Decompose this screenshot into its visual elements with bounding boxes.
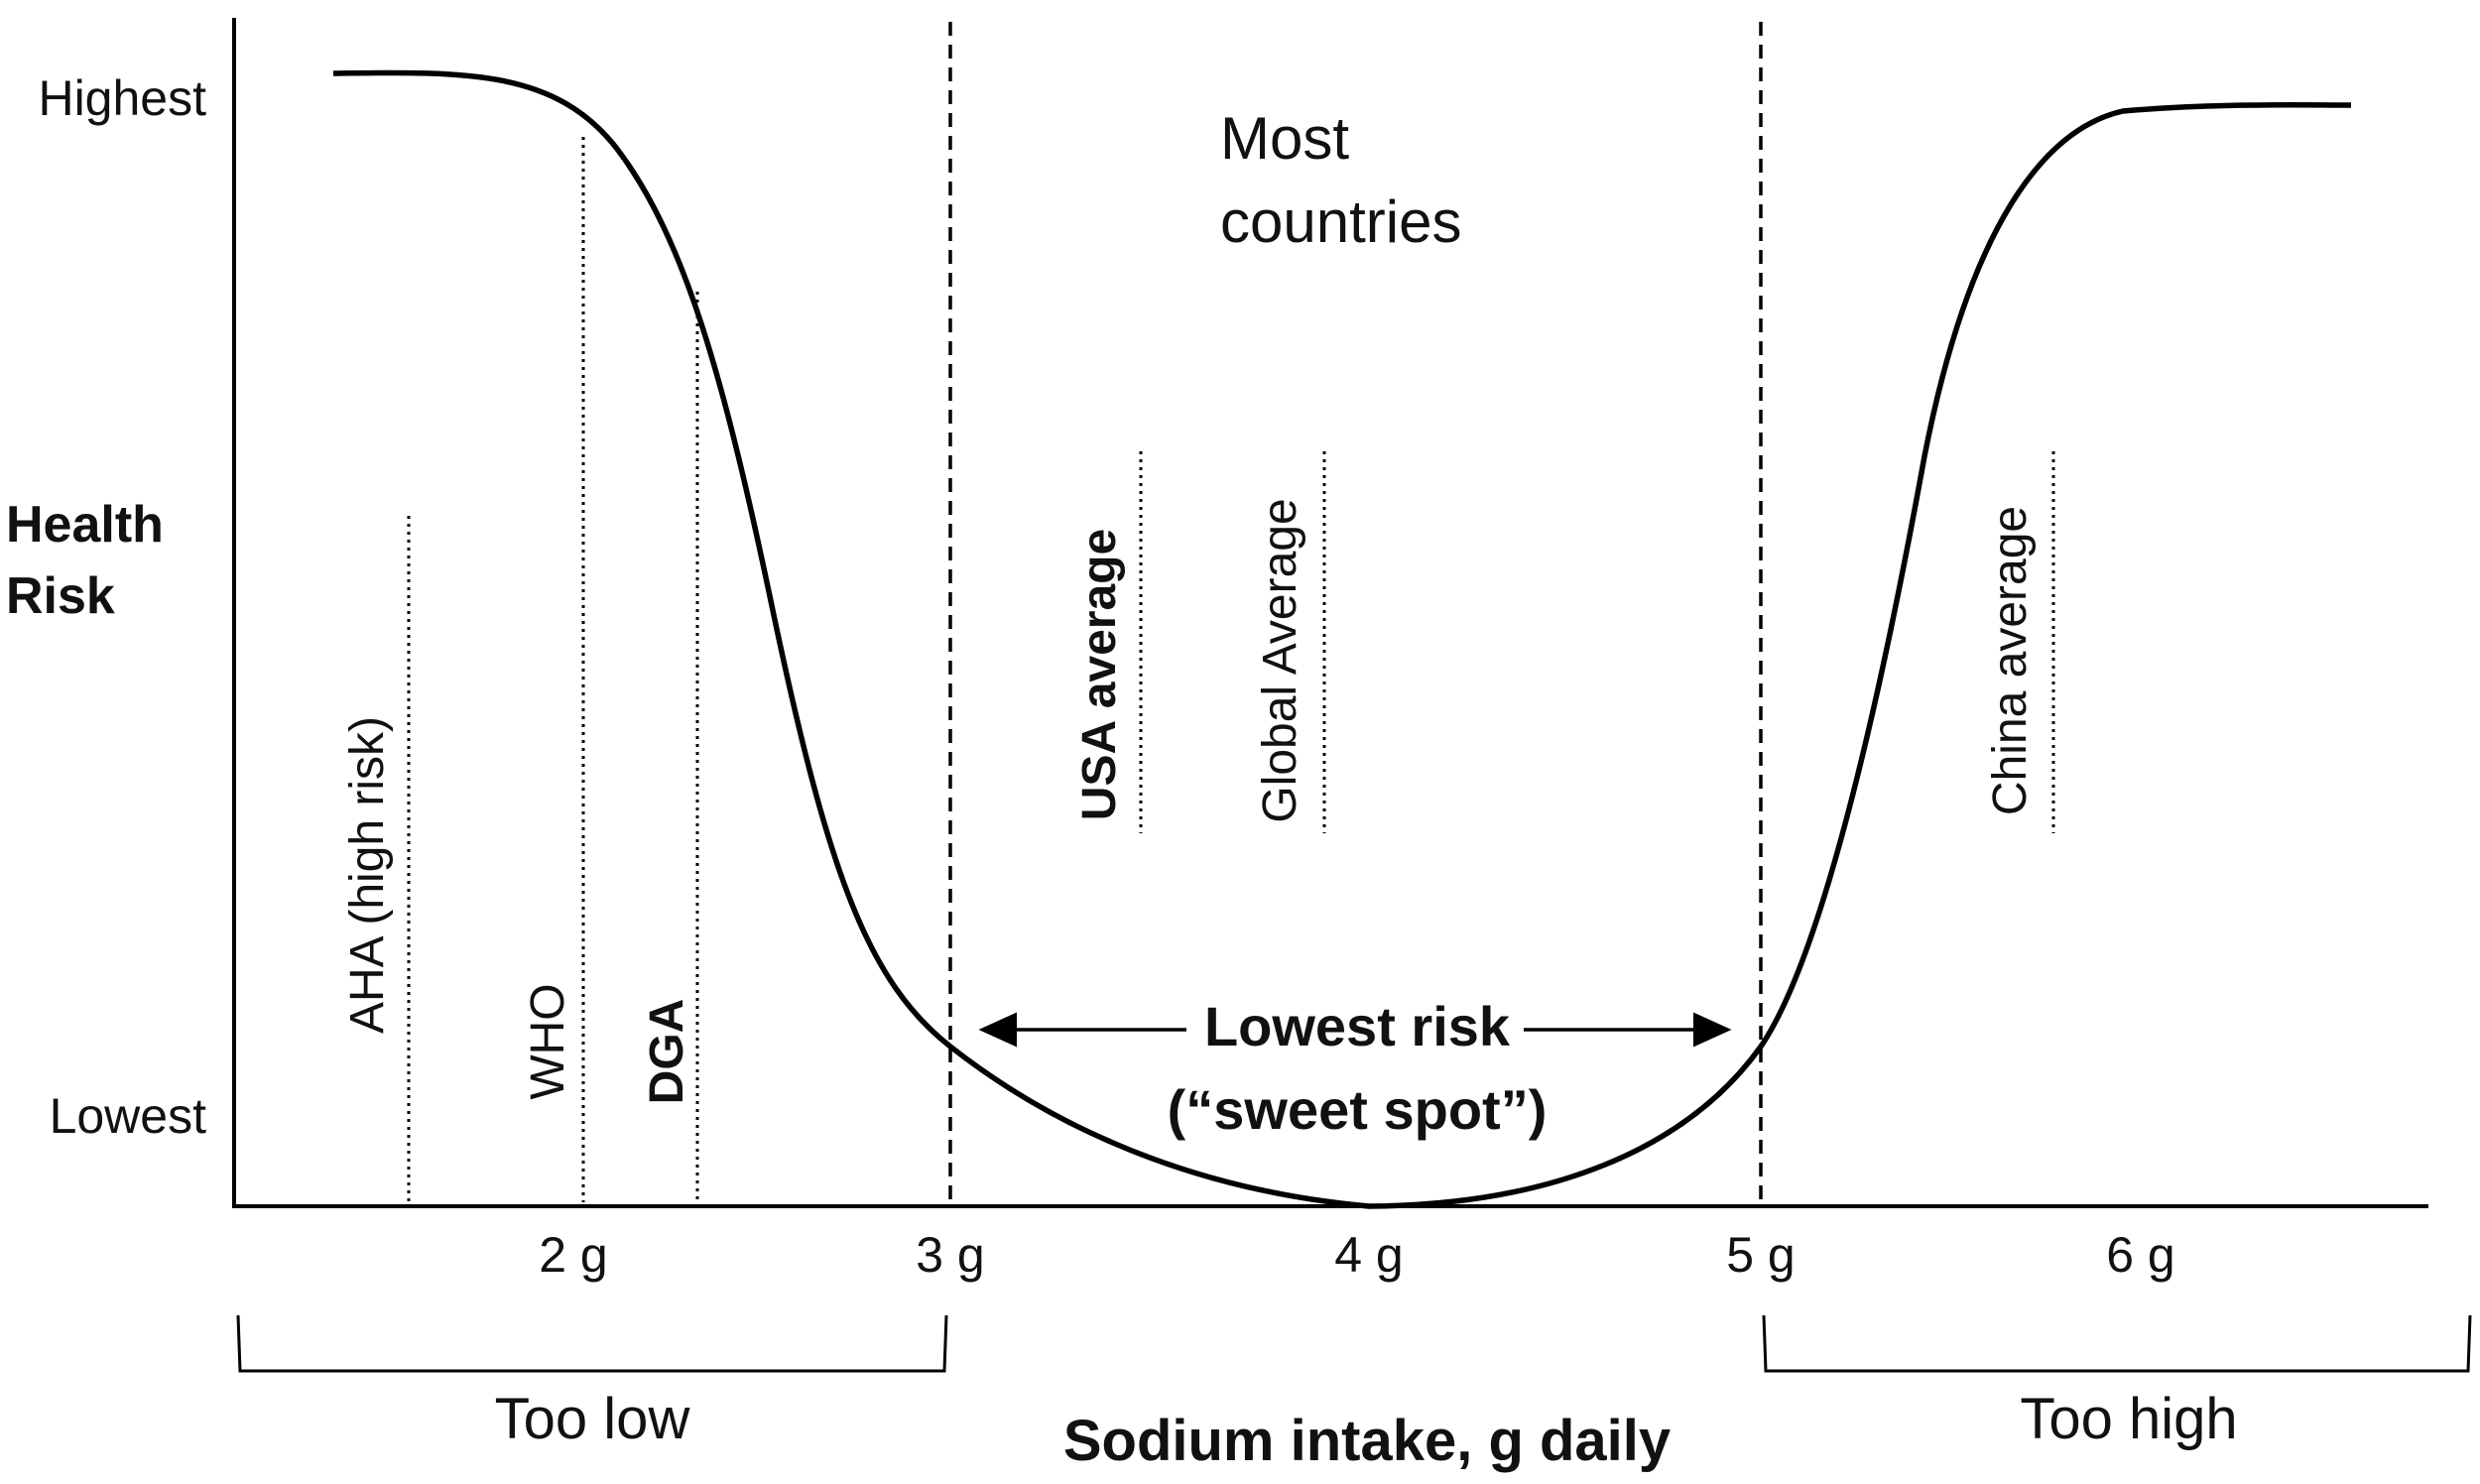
too-high-label: Too high	[2020, 1387, 2237, 1451]
x-tick-6g: 6 g	[2106, 1227, 2175, 1283]
x-axis-title: Sodium intake, g daily	[1063, 1409, 1671, 1473]
china-label: China average	[1984, 506, 2037, 815]
who-label: WHO	[522, 983, 574, 1099]
x-tick-3g: 3 g	[916, 1227, 985, 1283]
too-low-bracket	[236, 1314, 948, 1373]
y-axis-title-line2: Risk	[6, 567, 115, 625]
too-high-bracket	[1762, 1314, 2472, 1373]
x-tick-4g: 4 g	[1334, 1227, 1404, 1283]
most-countries-line1: Most	[1220, 105, 1349, 172]
dga-label: DGA	[641, 999, 693, 1105]
y-axis-lowest-label: Lowest	[50, 1088, 207, 1144]
x-tick-5g: 5 g	[1726, 1227, 1796, 1283]
most-countries-line2: countries	[1220, 188, 1461, 255]
y-axis-highest-label: Highest	[38, 70, 206, 126]
too-low-label: Too low	[495, 1387, 691, 1451]
x-tick-2g: 2 g	[539, 1227, 608, 1283]
risk-curve	[332, 69, 2352, 1209]
sweet-spot-label-line1: Lowest risk	[1204, 995, 1511, 1057]
aha-label: AHA (high risk)	[341, 716, 394, 1034]
sweet-spot-label-line2: (“sweet spot”)	[1168, 1078, 1548, 1141]
y-axis-title-line1: Health	[6, 496, 164, 554]
usa-label: USA average	[1073, 529, 1126, 820]
global-label: Global Average	[1254, 498, 1306, 822]
